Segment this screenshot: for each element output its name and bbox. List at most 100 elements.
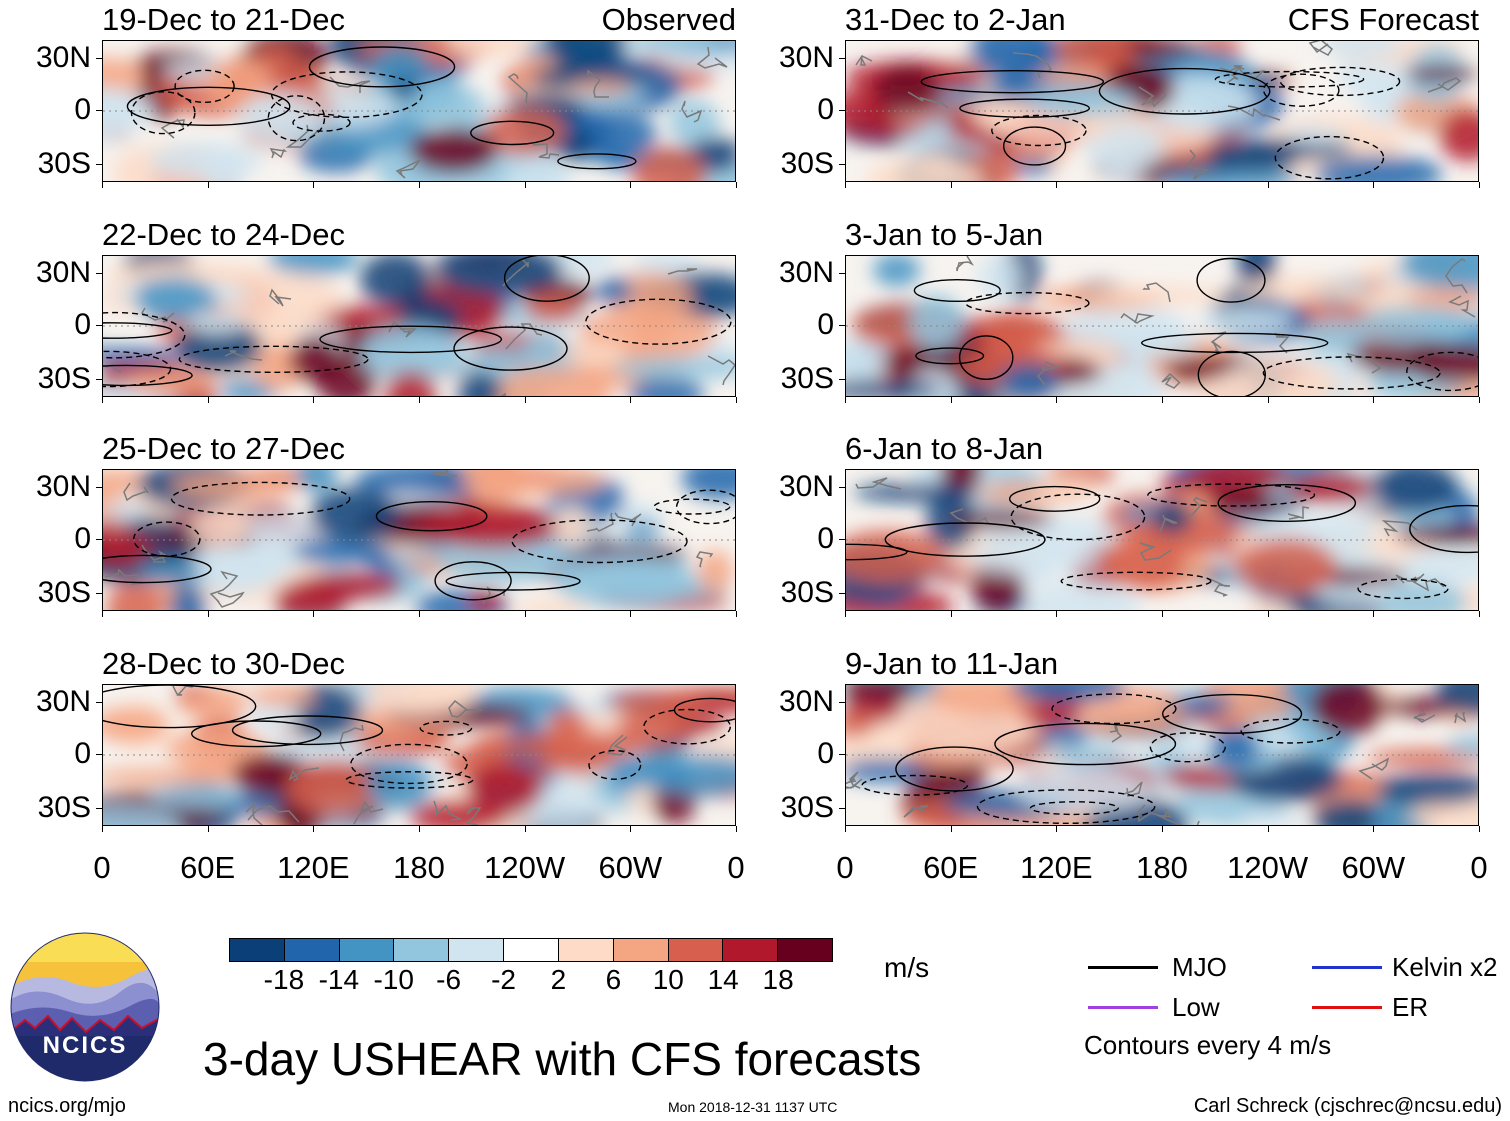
lon-tick-mark xyxy=(736,826,737,832)
coastline xyxy=(1185,149,1209,180)
lat-tick-mark xyxy=(839,325,845,326)
colorbar-tick-label: -10 xyxy=(373,964,414,995)
lon-tick-mark xyxy=(1056,826,1058,832)
colorbar-swatch xyxy=(558,939,614,961)
colorbar-swatch xyxy=(449,939,505,961)
shear-anomaly-blob xyxy=(1435,685,1478,716)
lon-tick-label: 60W xyxy=(1341,850,1406,885)
coastline xyxy=(949,508,989,525)
colorbar-tick-label: 10 xyxy=(652,964,684,995)
coastline xyxy=(1358,757,1390,780)
lon-tick-label: 60W xyxy=(598,850,663,885)
shear-anomaly-blob xyxy=(1010,685,1127,703)
shear-anomaly-blob xyxy=(909,293,964,351)
lon-tick-mark xyxy=(736,611,737,617)
lat-tick-mark xyxy=(839,754,845,755)
coastline xyxy=(1037,360,1061,386)
mjo-contour xyxy=(190,720,322,748)
lon-tick-mark xyxy=(207,397,209,403)
lon-tick-mark xyxy=(845,611,846,617)
lon-tick-mark xyxy=(1056,182,1058,188)
mjo-contour xyxy=(1149,732,1226,763)
shear-anomaly-blob xyxy=(612,356,735,380)
mjo-contour xyxy=(292,113,351,132)
coastline xyxy=(855,477,902,490)
lat-tick-label: 0 xyxy=(74,522,91,555)
site-link[interactable]: ncics.org/mjo xyxy=(8,1095,126,1117)
shear-anomaly-blob xyxy=(1175,729,1212,757)
lon-tick-mark xyxy=(845,826,846,832)
shear-anomaly-blob xyxy=(1084,122,1165,171)
colorbar-swatch xyxy=(668,939,724,961)
shear-anomaly-blob xyxy=(668,99,720,148)
shear-anomaly-blob xyxy=(187,310,246,335)
legend-line-mjo xyxy=(1088,966,1158,969)
lon-tick-mark xyxy=(736,397,737,403)
shear-anomaly-blob xyxy=(483,106,566,156)
lon-tick-mark xyxy=(1373,611,1375,617)
shear-map-panel xyxy=(845,469,1479,611)
lat-tick-mark xyxy=(839,164,845,165)
shear-anomaly-blob xyxy=(186,550,279,595)
coastline xyxy=(245,802,263,825)
shear-anomaly-blob xyxy=(873,256,921,287)
lon-tick-mark xyxy=(630,826,632,832)
lon-tick-mark xyxy=(950,182,952,188)
coastline xyxy=(1123,781,1143,797)
mjo-contour xyxy=(1196,257,1266,303)
legend-label: Kelvin x2 xyxy=(1392,952,1498,982)
mjo-contour xyxy=(1098,67,1271,115)
lat-tick-label: 30N xyxy=(35,685,91,718)
coastline xyxy=(1161,372,1181,389)
lon-tick-mark xyxy=(102,611,103,617)
colorbar xyxy=(229,938,833,962)
shear-anomaly-blob xyxy=(627,377,705,396)
mjo-contour xyxy=(453,326,568,371)
mjo-contour xyxy=(976,789,1156,824)
lat-tick-label: 0 xyxy=(817,308,834,341)
lon-tick-mark xyxy=(950,397,952,403)
shear-anomaly-blob xyxy=(366,759,433,810)
coastline xyxy=(160,118,185,139)
legend-label: Low xyxy=(1172,992,1220,1022)
lat-tick-mark xyxy=(96,325,102,326)
shear-anomaly-blob xyxy=(189,509,249,547)
shear-anomaly-blob xyxy=(1439,109,1478,162)
shear-anomaly-blob xyxy=(166,728,269,769)
shear-anomaly-blob xyxy=(1303,318,1368,356)
lon-tick-mark xyxy=(1162,611,1163,617)
mjo-contour xyxy=(1029,801,1120,816)
coastline xyxy=(507,73,528,104)
lat-tick-label: 30N xyxy=(778,256,834,289)
mjo-contour xyxy=(503,256,590,302)
forecast-label: CFS Forecast xyxy=(1287,2,1479,37)
shear-anomaly-blob xyxy=(1152,501,1192,534)
coastline xyxy=(104,568,144,585)
shear-anomaly-blob xyxy=(846,714,874,738)
colorbar-swatch xyxy=(230,939,285,961)
lon-tick-mark xyxy=(1267,397,1269,403)
coastline xyxy=(1138,86,1167,108)
lon-tick-mark xyxy=(313,182,315,188)
colorbar-swatch xyxy=(339,939,395,961)
lon-tick-mark xyxy=(207,182,209,188)
shear-anomaly-blob xyxy=(149,783,244,810)
legend-line-low xyxy=(1088,1006,1158,1009)
panel-title: 22-Dec to 24-Dec xyxy=(102,217,345,252)
shear-anomaly-blob xyxy=(1238,276,1361,301)
shear-anomaly-blob xyxy=(372,44,429,83)
coastline xyxy=(505,323,543,350)
mjo-contour xyxy=(1217,484,1357,522)
shear-anomaly-blob xyxy=(545,41,628,73)
shear-anomaly-blob xyxy=(1208,146,1298,172)
coastline xyxy=(1454,712,1467,724)
lon-tick-mark xyxy=(630,611,632,617)
mjo-contour xyxy=(375,501,488,532)
shear-anomaly-blob xyxy=(639,754,735,797)
coastline xyxy=(433,470,458,477)
lat-tick-label: 30S xyxy=(37,147,91,180)
colorbar-tick-label: -6 xyxy=(436,964,462,995)
lon-tick-mark xyxy=(1479,611,1480,617)
coastline xyxy=(1209,578,1231,597)
lat-tick-label: 30S xyxy=(37,576,91,609)
